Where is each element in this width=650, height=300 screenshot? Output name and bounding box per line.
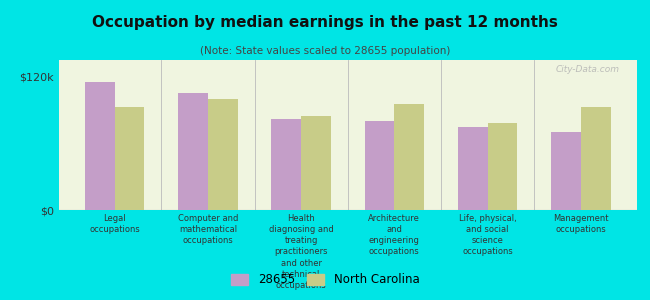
Text: City-Data.com: City-Data.com [556,64,619,74]
Bar [581,107,611,210]
Bar [84,82,114,210]
Text: Occupation by median earnings in the past 12 months: Occupation by median earnings in the pas… [92,15,558,30]
Bar [114,107,144,210]
Text: (Note: State values scaled to 28655 population): (Note: State values scaled to 28655 popu… [200,46,450,56]
Bar [488,123,517,210]
Bar [458,127,488,210]
Legend: 28655, North Carolina: 28655, North Carolina [226,269,424,291]
Bar [365,121,395,210]
Bar [301,116,331,210]
Bar [271,119,301,210]
Bar [208,99,238,210]
Bar [178,93,208,210]
Bar [551,132,581,210]
Bar [395,104,424,210]
